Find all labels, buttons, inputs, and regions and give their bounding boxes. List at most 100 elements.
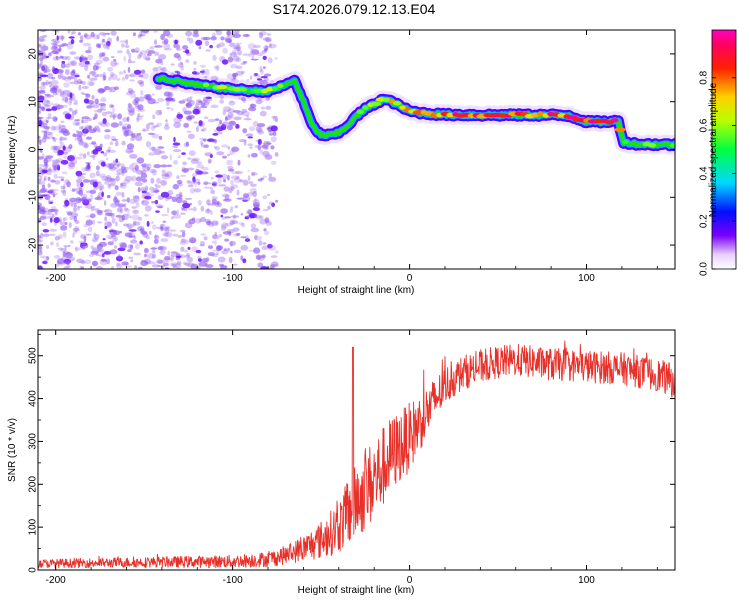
- noise-speckle: [203, 144, 209, 148]
- noise-speckle: [180, 174, 187, 177]
- noise-speckle: [80, 91, 85, 95]
- noise-speckle: [188, 37, 194, 44]
- noise-speckle: [262, 55, 267, 61]
- noise-speckle: [172, 262, 178, 269]
- noise-speckle: [216, 77, 219, 80]
- noise-speckle: [58, 123, 62, 129]
- noise-speckle: [63, 155, 67, 159]
- noise-speckle: [166, 207, 170, 214]
- noise-speckle: [176, 179, 183, 185]
- noise-speckle: [201, 166, 209, 171]
- noise-speckle: [61, 222, 66, 226]
- noise-speckle: [40, 232, 44, 239]
- noise-speckle: [240, 255, 243, 261]
- noise-speckle: [253, 44, 261, 49]
- noise-speckle: [134, 164, 139, 171]
- noise-speckle: [173, 43, 177, 48]
- noise-speckle: [130, 239, 138, 244]
- noise-speckle: [186, 256, 193, 263]
- noise-speckle: [195, 249, 202, 254]
- noise-speckle: [90, 213, 96, 219]
- noise-speckle: [50, 168, 59, 173]
- noise-speckle: [45, 190, 54, 194]
- noise-speckle: [216, 200, 220, 206]
- noise-speckle: [45, 120, 49, 123]
- noise-speckle: [129, 79, 136, 82]
- snr-y-label: SNR (10 * v/v): [7, 418, 18, 482]
- noise-speckle: [42, 260, 48, 265]
- noise-speckle: [82, 153, 87, 159]
- noise-speckle: [70, 212, 79, 218]
- noise-speckle: [123, 203, 127, 208]
- noise-speckle: [43, 104, 52, 107]
- noise-speckle: [126, 143, 135, 150]
- noise-speckle: [119, 184, 127, 189]
- noise-speckle: [115, 214, 123, 218]
- noise-speckle: [245, 211, 253, 214]
- y-tick-label: 200: [28, 476, 39, 493]
- noise-speckle: [121, 126, 126, 130]
- noise-speckle: [115, 255, 124, 262]
- noise-speckle: [151, 253, 156, 259]
- noise-speckle: [155, 210, 160, 213]
- noise-speckle: [258, 32, 264, 39]
- snr-y-ticks: 0 100 200 300 400 500: [28, 333, 675, 573]
- noise-speckle: [143, 247, 149, 254]
- noise-speckle: [131, 206, 137, 209]
- noise-speckle: [120, 182, 123, 187]
- noise-speckle: [85, 199, 91, 204]
- noise-speckle: [53, 139, 57, 143]
- noise-speckle: [79, 80, 83, 84]
- ridge-peak: [446, 112, 455, 118]
- noise-speckle: [63, 183, 66, 190]
- noise-speckle: [79, 35, 84, 41]
- noise-speckle: [141, 72, 149, 80]
- noise-speckle: [181, 207, 185, 211]
- noise-speckle: [113, 58, 117, 62]
- noise-speckle: [161, 172, 170, 177]
- noise-speckle: [70, 158, 77, 165]
- noise-speckle: [213, 145, 217, 149]
- noise-speckle: [194, 265, 202, 269]
- noise-speckle: [124, 175, 133, 182]
- noise-speckle: [274, 57, 278, 60]
- noise-speckle: [205, 208, 211, 214]
- noise-speckle: [207, 158, 212, 164]
- noise-speckle: [39, 74, 49, 78]
- noise-speckle: [92, 73, 99, 77]
- noise-speckle: [73, 99, 78, 104]
- noise-speckle: [44, 161, 48, 167]
- noise-speckle: [151, 133, 160, 139]
- noise-speckle: [210, 210, 213, 216]
- noise-speckle: [62, 231, 67, 238]
- noise-speckle: [128, 74, 135, 77]
- noise-speckle: [54, 209, 59, 213]
- noise-speckle: [108, 149, 117, 153]
- ridge-peak: [216, 84, 228, 90]
- noise-speckle: [154, 45, 163, 48]
- noise-speckle: [160, 238, 169, 243]
- noise-speckle: [64, 97, 69, 104]
- noise-speckle: [73, 215, 77, 222]
- noise-speckle: [153, 239, 159, 244]
- noise-speckle: [110, 178, 117, 181]
- noise-speckle: [160, 33, 166, 41]
- noise-speckle: [38, 250, 43, 256]
- noise-speckle: [115, 197, 118, 203]
- noise-speckle: [202, 68, 210, 73]
- noise-speckle: [155, 109, 162, 116]
- noise-speckle: [52, 163, 60, 169]
- noise-speckle: [100, 105, 103, 111]
- noise-speckle: [214, 170, 220, 174]
- noise-speckle: [222, 155, 227, 159]
- noise-speckle: [44, 194, 51, 200]
- noise-speckle: [75, 170, 83, 177]
- noise-speckle: [270, 160, 277, 165]
- noise-speckle: [201, 70, 205, 76]
- noise-speckle: [182, 261, 187, 265]
- noise-speckle: [257, 97, 262, 102]
- noise-speckle: [151, 250, 156, 254]
- noise-speckle: [163, 43, 171, 50]
- noise-speckle: [149, 46, 155, 50]
- noise-speckle: [139, 33, 143, 37]
